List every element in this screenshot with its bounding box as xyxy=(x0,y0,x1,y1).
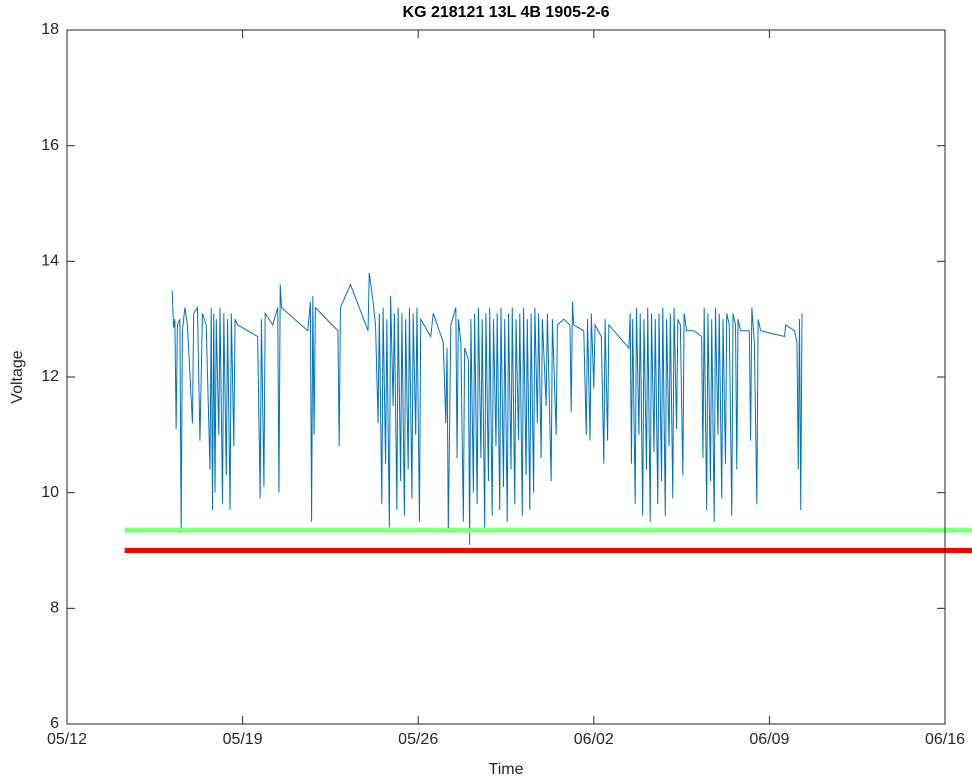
y-tick-label: 16 xyxy=(41,137,59,154)
x-axis-label: Time xyxy=(489,761,524,778)
x-tick-label: 06/16 xyxy=(925,731,965,748)
y-tick-label: 6 xyxy=(50,715,59,732)
y-tick-label: 8 xyxy=(50,600,59,617)
x-tick-label: 05/26 xyxy=(398,731,438,748)
y-tick-label: 10 xyxy=(41,484,59,501)
y-axis-label: Voltage xyxy=(9,350,26,403)
x-tick-label: 05/19 xyxy=(223,731,263,748)
y-tick-label: 12 xyxy=(41,368,59,385)
x-tick-label: 06/09 xyxy=(749,731,789,748)
x-tick-label: 06/02 xyxy=(574,731,614,748)
y-tick-label: 18 xyxy=(41,21,59,38)
axes-box xyxy=(66,29,946,725)
series-line xyxy=(171,272,803,545)
x-tick-label: 05/12 xyxy=(47,731,87,748)
chart-title: KG 218121 13L 4B 1905-2-6 xyxy=(403,4,610,21)
y-tick-label: 14 xyxy=(41,253,59,270)
